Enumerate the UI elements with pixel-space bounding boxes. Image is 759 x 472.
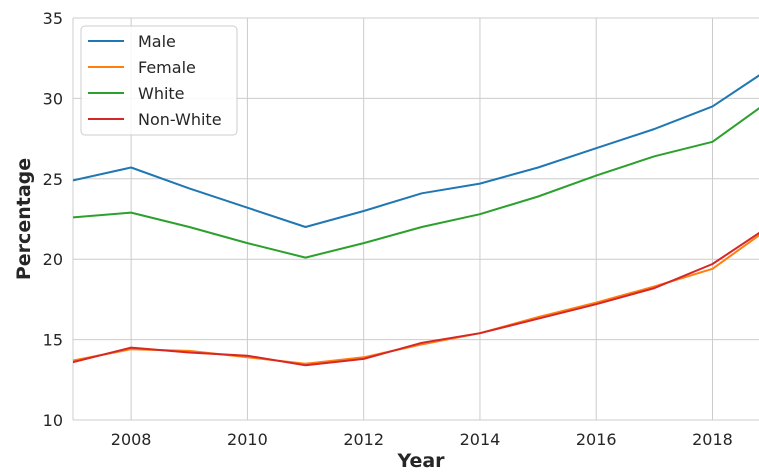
legend-label: White bbox=[138, 84, 185, 103]
series-line-non-white bbox=[73, 231, 759, 367]
legend-label: Male bbox=[138, 32, 176, 51]
y-axis-title: Percentage bbox=[13, 158, 35, 280]
y-tick-label: 15 bbox=[43, 331, 63, 350]
legend-label: Non-White bbox=[138, 110, 222, 129]
legend: Male Female White Non-White bbox=[80, 25, 238, 136]
y-tick-label: 20 bbox=[43, 250, 63, 269]
series-group bbox=[73, 74, 759, 367]
tick-labels: 10 15 20 25 30 35 2008 2010 2012 2014 2016 2018 bbox=[43, 9, 733, 449]
series-line-male bbox=[73, 74, 759, 228]
legend-label: Female bbox=[138, 58, 196, 77]
x-tick-label: 2010 bbox=[227, 430, 268, 449]
series-line-female bbox=[73, 234, 759, 365]
x-axis-title: Year bbox=[396, 450, 445, 472]
x-tick-label: 2012 bbox=[343, 430, 384, 449]
legend-box bbox=[80, 25, 238, 136]
x-tick-label: 2014 bbox=[460, 430, 501, 449]
y-tick-label: 10 bbox=[43, 411, 63, 430]
grid bbox=[72, 17, 759, 421]
x-tick-label: 2008 bbox=[111, 430, 152, 449]
series-line-white bbox=[73, 107, 759, 259]
x-tick-label: 2016 bbox=[576, 430, 617, 449]
y-tick-label: 25 bbox=[43, 170, 63, 189]
y-tick-label: 35 bbox=[43, 9, 63, 28]
x-tick-label: 2018 bbox=[692, 430, 733, 449]
y-tick-label: 30 bbox=[43, 89, 63, 108]
